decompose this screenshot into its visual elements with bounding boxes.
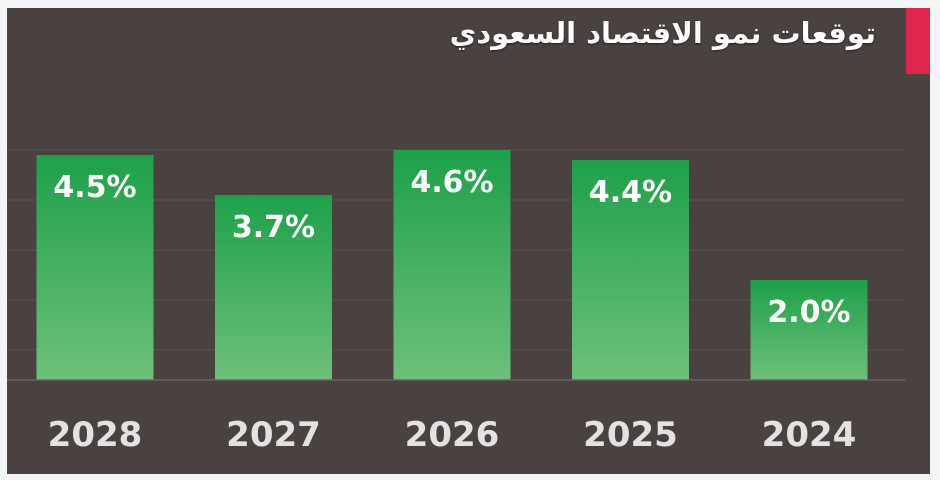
chart-title: توقعات نمو الاقتصاد السعودي — [449, 16, 876, 50]
x-tick-2028: 2028 — [48, 415, 143, 455]
x-tick-2026: 2026 — [405, 415, 500, 455]
accent-tab — [906, 8, 930, 74]
data-label-2026: 4.6% — [410, 165, 493, 200]
data-label-2027: 3.7% — [232, 210, 315, 245]
bar-2024 — [750, 280, 868, 380]
bar-2027 — [215, 195, 332, 380]
data-label-2025: 4.4% — [589, 175, 672, 210]
data-label-2024: 2.0% — [767, 295, 850, 330]
bar-2026 — [393, 150, 511, 380]
x-tick-2025: 2025 — [583, 415, 678, 455]
x-tick-2024: 2024 — [762, 415, 857, 455]
bars: 4.5% 3.7% 4.6% 4.4% 2.0% — [36, 150, 868, 380]
data-label-2028: 4.5% — [53, 170, 136, 205]
bar-2028 — [36, 155, 154, 380]
x-tick-2027: 2027 — [226, 415, 321, 455]
x-axis-ticks: 2028 2027 2026 2025 2024 — [48, 415, 857, 455]
bar-2025 — [572, 160, 689, 380]
